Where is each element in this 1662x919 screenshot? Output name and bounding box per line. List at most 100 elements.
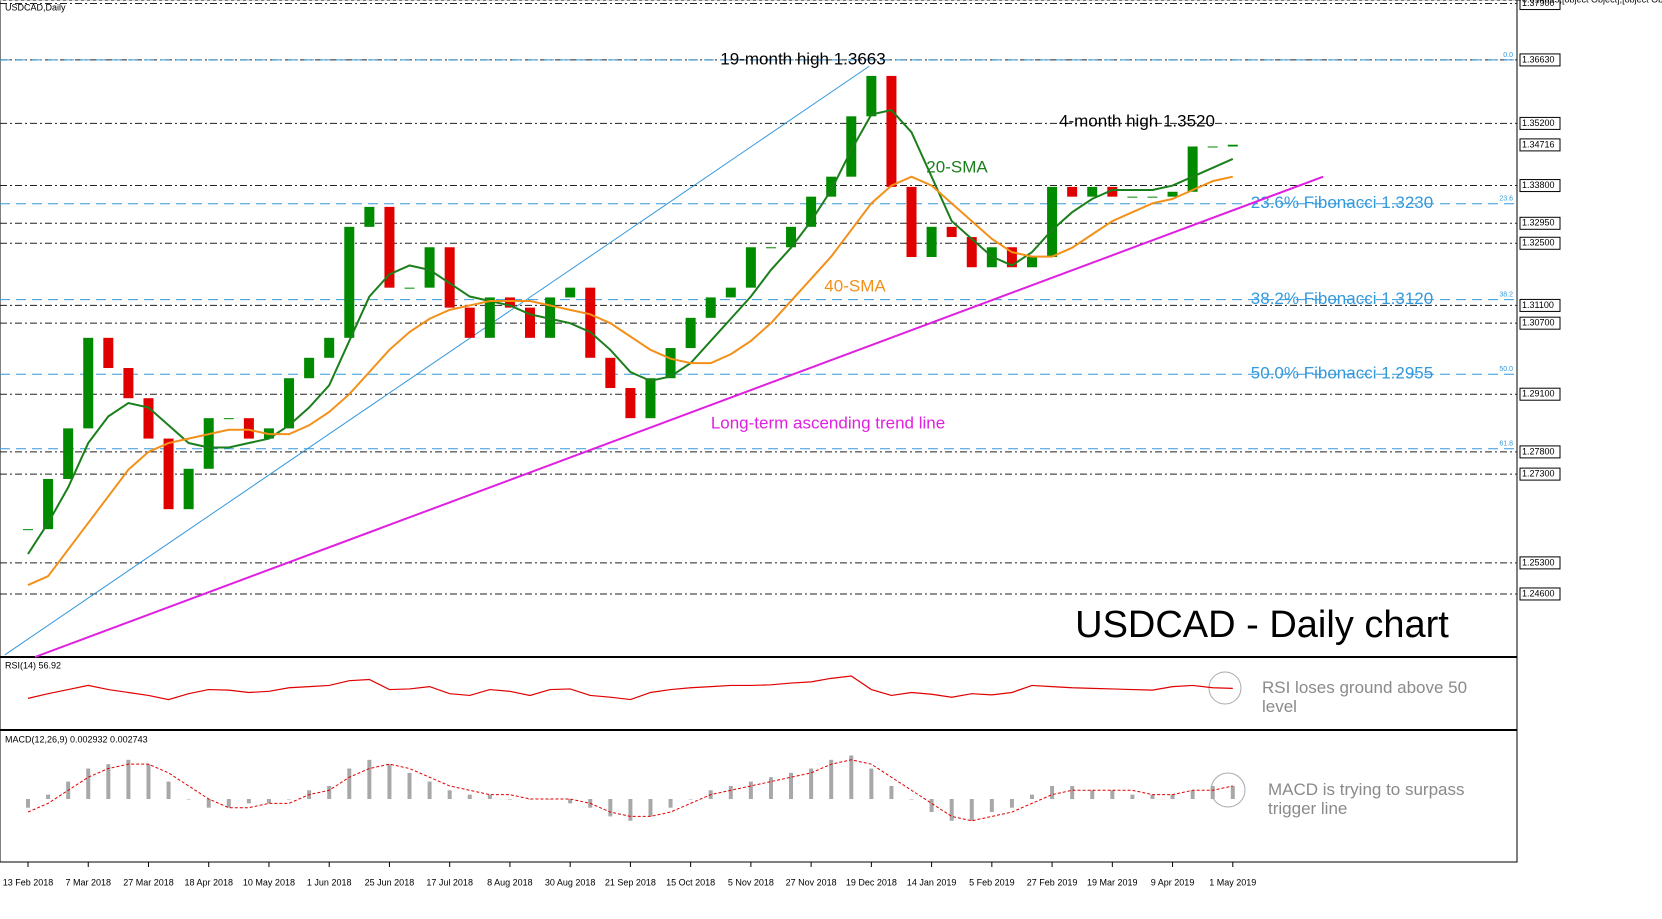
fibonacci-note: 23.6% Fibonacci 1.3230 — [1251, 193, 1433, 212]
y-tick-label: 0.014015,[object Object],[object Object] — [1522, 0, 1662, 4]
candle — [565, 287, 576, 298]
level-label: 1.32950 — [1522, 218, 1555, 228]
x-tick-label: 30 Aug 2018 — [545, 877, 596, 887]
macd-bar — [387, 764, 392, 800]
macd-bar — [728, 785, 733, 800]
candle — [424, 247, 435, 288]
macd-bar — [929, 799, 934, 813]
macd-bar — [969, 799, 974, 821]
candle — [745, 247, 756, 288]
macd-bar — [467, 794, 472, 800]
candle — [103, 337, 114, 369]
level-label: 1.27800 — [1522, 446, 1555, 456]
macd-bar — [608, 799, 613, 817]
candle — [946, 226, 957, 238]
level-label: 1.31100 — [1522, 300, 1554, 310]
candle — [404, 287, 415, 289]
candle — [585, 287, 596, 358]
x-tick-label: 7 Mar 2018 — [65, 877, 111, 887]
fibonacci-level-label: 23.6 — [1499, 196, 1513, 203]
candle — [83, 337, 94, 429]
candle — [1006, 247, 1017, 268]
macd-bar — [628, 799, 633, 821]
fibonacci-level-label: 61.8 — [1499, 441, 1513, 448]
level-label: 1.25300 — [1522, 557, 1555, 567]
candle — [203, 418, 214, 469]
last-price-label: 1.34716 — [1522, 139, 1555, 149]
macd-bar — [949, 799, 954, 821]
candle — [826, 176, 837, 197]
level-box — [1519, 236, 1561, 250]
level-label: 1.24600 — [1522, 588, 1555, 598]
x-tick-label: 14 Jan 2019 — [907, 877, 957, 887]
candle — [806, 196, 817, 227]
moving-average-label: 20-SMA — [926, 157, 988, 176]
annotation: 19-month high 1.3663 — [720, 49, 885, 68]
level-label: 1.37900 — [1522, 0, 1555, 8]
candle — [1227, 144, 1238, 147]
candle — [886, 75, 897, 187]
level-box — [1519, 445, 1561, 459]
macd-bar — [1230, 785, 1235, 800]
candle — [525, 307, 535, 338]
macd-bar — [26, 799, 30, 808]
annotation: 4-month high 1.3520 — [1059, 111, 1215, 130]
macd-bar — [427, 781, 432, 800]
candle — [344, 226, 355, 338]
macd-bar — [1009, 799, 1014, 808]
macd-bar — [507, 799, 512, 800]
level-box — [1519, 316, 1561, 330]
macd-bar — [668, 799, 673, 808]
candle — [705, 297, 716, 318]
macd-bar — [869, 768, 874, 800]
candle — [665, 348, 676, 379]
fibonacci-level-label: 50.0 — [1499, 366, 1513, 373]
candle — [1087, 186, 1098, 197]
candle — [1187, 146, 1198, 192]
x-tick-label: 19 Dec 2018 — [846, 877, 897, 887]
macd-bar — [347, 768, 352, 800]
x-tick-label: 18 Apr 2018 — [184, 877, 233, 887]
x-tick-label: 8 Aug 2018 — [487, 877, 533, 887]
candle — [545, 297, 556, 338]
macd-bar — [1070, 785, 1075, 800]
level-box — [1519, 556, 1561, 570]
macd-bar — [246, 799, 251, 804]
macd-bar — [688, 799, 693, 800]
level-label: 1.27300 — [1522, 468, 1555, 478]
level-label: 1.35200 — [1522, 118, 1555, 128]
candle — [926, 226, 937, 258]
level-box — [1519, 298, 1561, 312]
candle — [906, 186, 917, 258]
candle — [765, 247, 776, 249]
x-tick-label: 9 Apr 2019 — [1151, 877, 1195, 887]
x-tick-label: 10 May 2018 — [243, 877, 295, 887]
moving-average — [27, 108, 1234, 555]
macd-title: MACD(12,26,9) 0.002932 0.002743 — [5, 734, 148, 744]
rsi-highlight — [1208, 671, 1242, 705]
candle — [243, 418, 254, 439]
level-label: 1.29100 — [1522, 389, 1555, 399]
macd-bar — [86, 768, 91, 800]
macd-bar — [1210, 785, 1215, 800]
macd-bar — [206, 799, 211, 808]
candle — [605, 357, 616, 388]
x-tick-label: 19 Mar 2019 — [1087, 877, 1138, 887]
chart-subtitle: USDCAD - Daily chart — [1075, 604, 1449, 646]
x-tick-label: 27 Feb 2019 — [1027, 877, 1078, 887]
trend-line — [34, 175, 1324, 658]
candle — [1167, 191, 1178, 197]
candle — [464, 307, 475, 338]
moving-average-label: 40-SMA — [824, 276, 886, 295]
candle — [23, 529, 33, 531]
rsi-note: RSI loses ground above 50 level — [1262, 678, 1468, 716]
level-box — [1519, 587, 1561, 601]
candle — [966, 237, 977, 268]
moving-average — [27, 175, 1234, 586]
candle — [846, 116, 857, 177]
level-box — [1519, 467, 1561, 481]
macd-bar — [407, 772, 412, 800]
candle — [183, 468, 194, 510]
